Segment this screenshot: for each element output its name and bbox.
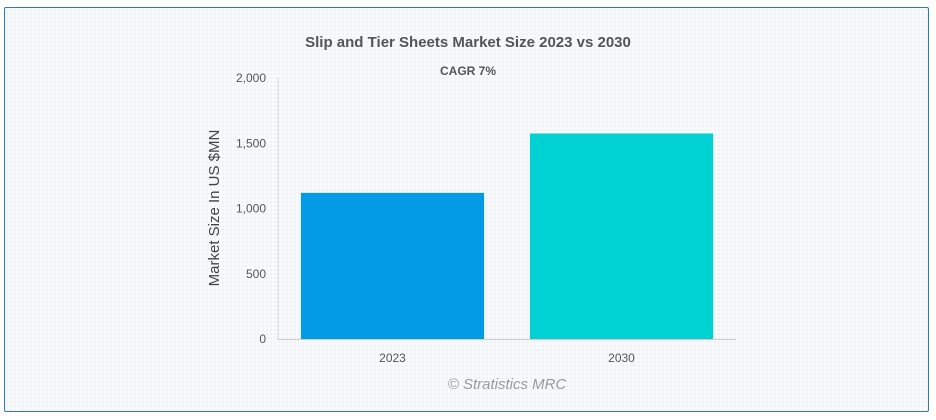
x-tick-label: 2023 [379,351,406,365]
bar-2030 [529,133,714,339]
y-axis-label: Market Size In US $MN [206,130,223,287]
y-tick-label: 1,500 [236,136,266,150]
bar-2023 [300,192,485,339]
chart-title: Slip and Tier Sheets Market Size 2023 vs… [305,34,631,51]
chart-subtitle: CAGR 7% [440,64,496,78]
credit-text: © Stratistics MRC [448,376,567,393]
y-tick-label: 2,000 [236,71,266,85]
x-tick-group: 2023 2030 [379,351,635,365]
y-tick-label: 500 [246,267,266,281]
y-tick-group: 0 500 1,000 1,500 2,000 [236,71,266,346]
y-tick-label: 0 [259,332,266,346]
bar-group [300,133,714,339]
x-tick-label: 2030 [608,351,635,365]
y-tick-label: 1,000 [236,202,266,216]
